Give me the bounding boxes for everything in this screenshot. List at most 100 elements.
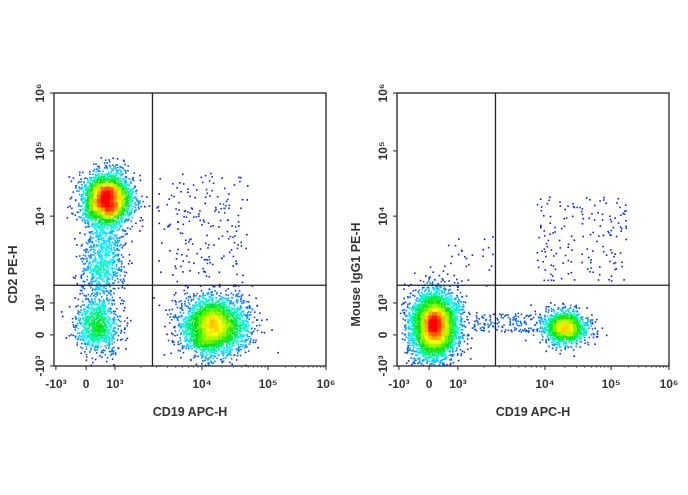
event-dot [226, 308, 228, 311]
event-dot [231, 337, 234, 340]
event-dot [156, 207, 159, 209]
event-dot [215, 293, 218, 295]
event-dot [114, 219, 117, 222]
event-dot [113, 165, 115, 168]
event-dot [157, 205, 160, 208]
event-dot [105, 221, 107, 224]
event-dot [107, 300, 110, 302]
event-dot [113, 259, 116, 262]
event-dot [130, 319, 132, 322]
event-dot [218, 354, 220, 356]
event-dot [119, 168, 121, 171]
event-dot [181, 302, 183, 305]
event-dot [111, 330, 114, 332]
event-dot [186, 331, 188, 334]
event-dot [130, 189, 132, 191]
event-dot [97, 241, 100, 244]
event-dot [193, 346, 196, 349]
event-dot [201, 355, 203, 357]
event-dot [255, 339, 257, 342]
event-dot [197, 355, 199, 358]
event-dot [130, 194, 133, 196]
event-dot [112, 310, 115, 313]
event-dot [85, 268, 87, 270]
event-dot [81, 260, 84, 263]
event-dot [99, 272, 101, 274]
event-dot [113, 267, 116, 270]
event-dot [90, 347, 92, 350]
event-dot [91, 230, 94, 233]
event-dot [92, 170, 95, 172]
event-dot [179, 311, 182, 314]
event-dot [109, 285, 111, 288]
event-dot [185, 297, 188, 300]
event-dot [88, 238, 91, 241]
event-dot [199, 285, 202, 287]
event-dot [86, 279, 88, 281]
event-dot [97, 165, 99, 168]
event-dot [89, 341, 91, 343]
event-dot [189, 336, 192, 339]
event-dot [87, 307, 89, 310]
event-dot [190, 326, 192, 328]
event-dot [240, 346, 242, 348]
event-dot [109, 251, 111, 253]
event-dot [206, 192, 209, 195]
event-dot [122, 282, 124, 284]
event-dot [205, 298, 207, 301]
event-dot [80, 258, 82, 260]
event-dot [180, 342, 182, 345]
event-dot [239, 180, 241, 183]
event-dot [83, 322, 85, 325]
event-dot [123, 178, 125, 180]
event-dot [184, 325, 186, 328]
event-dot [95, 282, 98, 285]
event-dot [91, 218, 93, 220]
event-dot [96, 345, 99, 347]
event-dot [192, 298, 195, 301]
event-dot [178, 323, 181, 325]
event-dot [106, 298, 108, 300]
event-dot [232, 326, 235, 328]
event-dot [184, 340, 187, 342]
event-dot [234, 317, 236, 319]
event-dot [98, 321, 100, 324]
event-dot [170, 312, 172, 315]
event-dot [102, 266, 105, 269]
event-dot [224, 356, 227, 359]
event-dot [106, 290, 108, 293]
event-dot [93, 303, 96, 306]
event-dot [182, 329, 184, 331]
event-dot [81, 218, 84, 221]
event-dot [242, 328, 245, 330]
event-dot [85, 187, 87, 189]
event-dot [125, 348, 127, 350]
event-dot [94, 279, 97, 282]
event-dot [232, 302, 235, 304]
event-dot [187, 286, 189, 288]
event-dot [88, 266, 90, 269]
event-dot [94, 289, 96, 291]
event-dot [234, 308, 237, 310]
event-dot [193, 262, 195, 265]
event-dot [218, 283, 221, 286]
event-dot [131, 192, 133, 194]
event-dot [83, 338, 86, 340]
event-dot [243, 314, 245, 316]
event-dot [118, 249, 120, 252]
event-dot [122, 256, 124, 258]
event-dot [184, 239, 187, 242]
event-dot [229, 346, 231, 348]
event-dot [175, 301, 177, 303]
event-dot [119, 166, 121, 168]
event-dot [127, 184, 129, 186]
event-dot [228, 330, 230, 332]
event-dot [128, 189, 131, 191]
event-dot [239, 309, 241, 311]
event-dot [205, 303, 208, 306]
event-dot [246, 300, 248, 303]
event-dot [118, 177, 121, 179]
event-dot [93, 307, 95, 310]
event-dot [96, 265, 98, 268]
event-dot [127, 208, 130, 211]
